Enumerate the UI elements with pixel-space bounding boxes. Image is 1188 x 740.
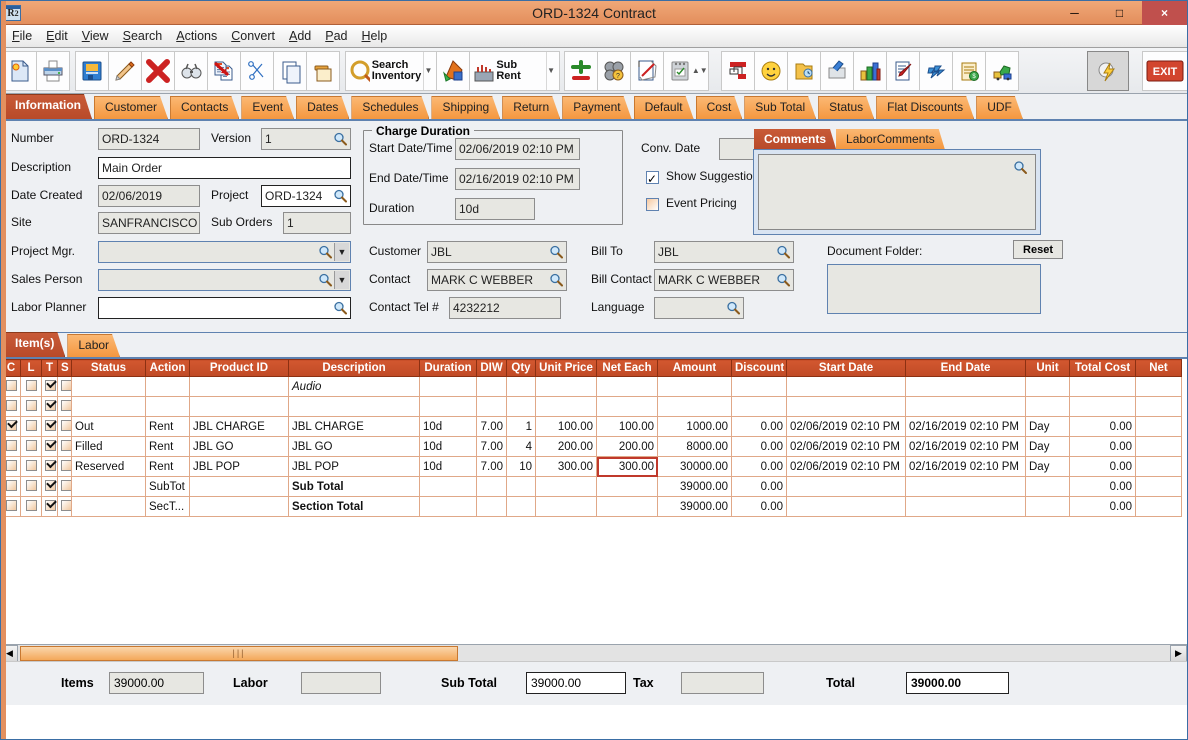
svg-text:EXIT: EXIT	[1153, 66, 1178, 78]
svg-text:?: ?	[616, 73, 620, 80]
